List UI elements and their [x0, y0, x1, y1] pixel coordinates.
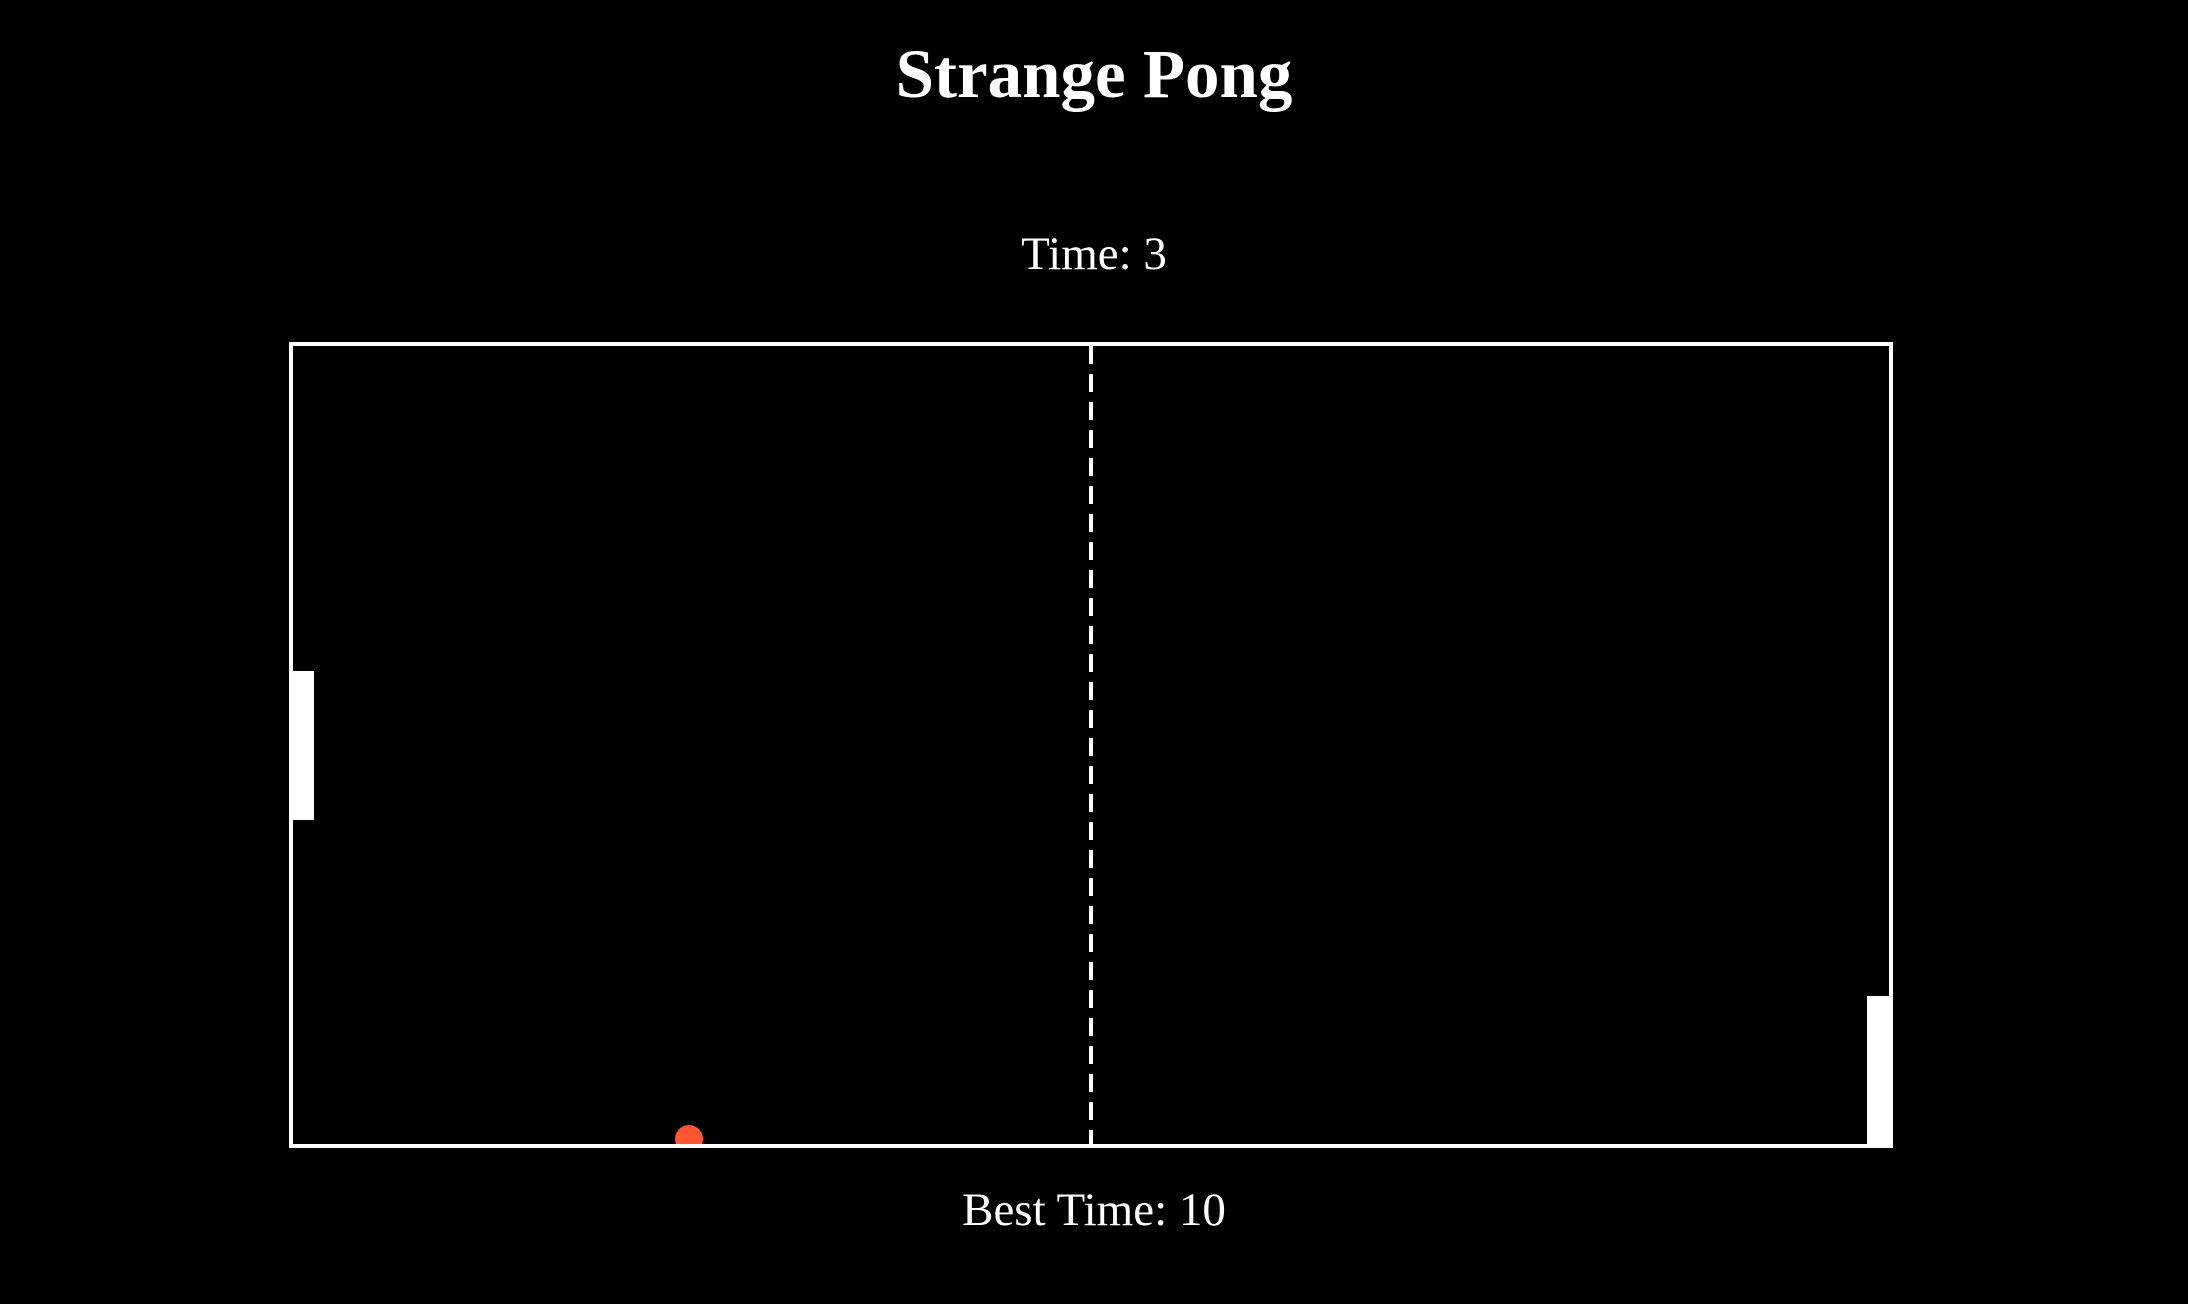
- left-paddle[interactable]: [293, 671, 314, 820]
- court-canvas[interactable]: [293, 346, 1889, 1144]
- time-counter: Time: 3: [1021, 228, 1167, 280]
- right-paddle[interactable]: [1867, 996, 1889, 1144]
- ball: [675, 1125, 703, 1144]
- game-court[interactable]: [289, 342, 1893, 1148]
- game-title: Strange Pong: [895, 36, 1293, 112]
- best-time: Best Time: 10: [962, 1184, 1226, 1236]
